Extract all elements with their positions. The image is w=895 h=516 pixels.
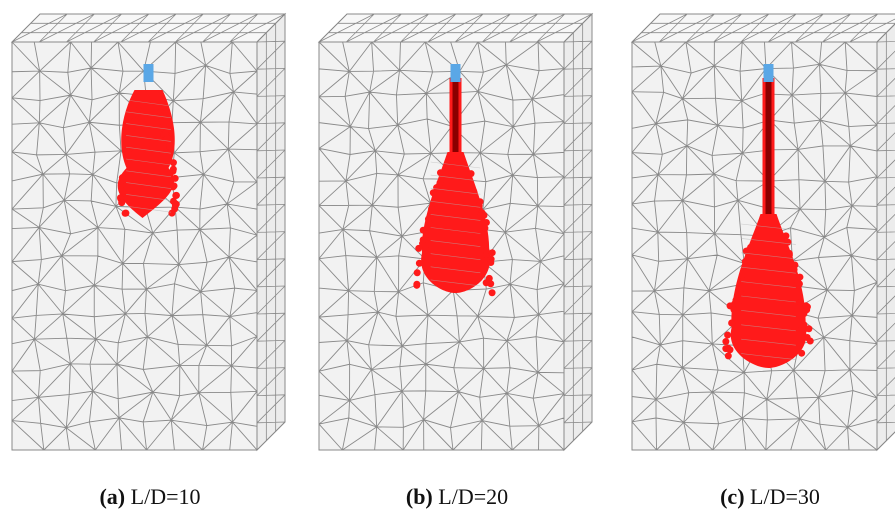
- failure-particle: [158, 117, 166, 125]
- failure-zone-particles: [117, 106, 180, 217]
- failure-particle: [131, 117, 139, 125]
- failure-particle: [796, 299, 804, 307]
- mesh-group: [10, 12, 287, 452]
- top-mesh: [11, 13, 286, 43]
- failure-particle: [482, 219, 490, 227]
- pile-shaft: [765, 78, 772, 228]
- failure-particle: [488, 289, 496, 297]
- failure-particle: [724, 331, 732, 339]
- failure-particle: [782, 232, 790, 240]
- failure-particle: [171, 174, 179, 182]
- front-mesh: [11, 41, 258, 451]
- failure-particle: [481, 224, 489, 232]
- failure-particle: [739, 277, 747, 285]
- caption-letter-a: (a): [99, 484, 126, 509]
- failure-particle: [122, 182, 130, 190]
- mesh-group: [317, 12, 594, 452]
- failure-particle: [428, 205, 436, 213]
- failure-particle: [800, 321, 808, 329]
- failure-particle: [422, 250, 430, 258]
- failure-particle: [118, 174, 126, 182]
- failure-particle: [166, 142, 174, 150]
- failure-particle: [803, 303, 811, 311]
- failure-particle: [436, 179, 444, 187]
- failure-particle: [121, 209, 129, 217]
- pile-shaft: [452, 78, 459, 166]
- caption-c: (c) L/D=30: [620, 484, 895, 510]
- failure-particle: [488, 249, 496, 257]
- failure-particle: [796, 273, 804, 281]
- failure-particle: [726, 346, 734, 354]
- failure-particle: [163, 134, 171, 142]
- failure-particle: [480, 235, 488, 243]
- failure-particle: [413, 269, 421, 277]
- panel-c: (c) L/D=30: [620, 0, 895, 516]
- failure-particle: [741, 258, 749, 266]
- front-mesh: [318, 41, 565, 451]
- bulb-mesh: [741, 223, 796, 360]
- pile-head: [763, 64, 774, 82]
- failure-zone-particles: [413, 169, 496, 297]
- failure-particle: [419, 236, 427, 244]
- failure-particle: [156, 112, 164, 120]
- failure-particle: [169, 165, 177, 173]
- failure-particle: [482, 246, 490, 254]
- failure-particle: [172, 200, 180, 208]
- failure-particle: [415, 244, 423, 252]
- failure-particle: [806, 337, 814, 345]
- failure-particle: [426, 221, 434, 229]
- mesh-group: [630, 13, 895, 452]
- pile-head: [450, 64, 461, 82]
- failure-particle: [722, 338, 730, 346]
- caption-label-a: L/D=10: [130, 484, 201, 509]
- failure-particle: [424, 215, 432, 223]
- caption-letter-b: (b): [405, 484, 433, 509]
- caption-b: (b) L/D=20: [307, 484, 607, 510]
- panel-a: (a) L/D=10: [0, 0, 300, 516]
- failure-particle: [798, 349, 806, 357]
- failure-particle: [467, 170, 475, 178]
- failure-particle: [172, 191, 180, 199]
- failure-particle: [429, 189, 437, 197]
- failure-particle: [169, 159, 177, 167]
- failure-particle: [784, 238, 792, 246]
- failure-particle: [800, 310, 808, 318]
- failure-particle: [436, 169, 444, 177]
- caption-letter-c: (c): [720, 484, 745, 509]
- failure-particle: [790, 265, 798, 273]
- mesh-block-b: [317, 12, 594, 452]
- failure-particle: [487, 259, 495, 267]
- failure-particle: [728, 319, 736, 327]
- caption-label-b: L/D=20: [438, 484, 509, 509]
- failure-particle: [415, 259, 423, 267]
- failure-zone-particles: [722, 232, 814, 360]
- failure-particle: [170, 182, 178, 190]
- failure-particle: [475, 202, 483, 210]
- caption-label-c: L/D=30: [750, 484, 820, 509]
- panel-b: (b) L/D=20: [307, 0, 607, 516]
- bulb-mesh: [430, 161, 481, 287]
- bulb-mesh: [126, 99, 171, 213]
- mesh-block-c: [630, 13, 895, 452]
- failure-particle: [805, 325, 813, 333]
- mesh-block-a: [10, 12, 287, 452]
- failure-particle: [737, 285, 745, 293]
- top-mesh: [318, 13, 593, 43]
- failure-particle: [730, 306, 738, 314]
- top-mesh: [631, 13, 895, 43]
- failure-particle: [744, 247, 752, 255]
- caption-a: (a) L/D=10: [0, 484, 300, 510]
- failure-particle: [724, 352, 732, 360]
- pile-head: [143, 64, 154, 82]
- top-face: [630, 13, 895, 43]
- failure-particle: [419, 226, 427, 234]
- failure-particle: [118, 199, 126, 207]
- failure-particle: [482, 279, 490, 287]
- failure-particle: [413, 280, 421, 288]
- failure-particle: [480, 211, 488, 219]
- failure-particle: [124, 149, 132, 157]
- failure-particle: [785, 249, 793, 257]
- failure-particle: [732, 296, 740, 304]
